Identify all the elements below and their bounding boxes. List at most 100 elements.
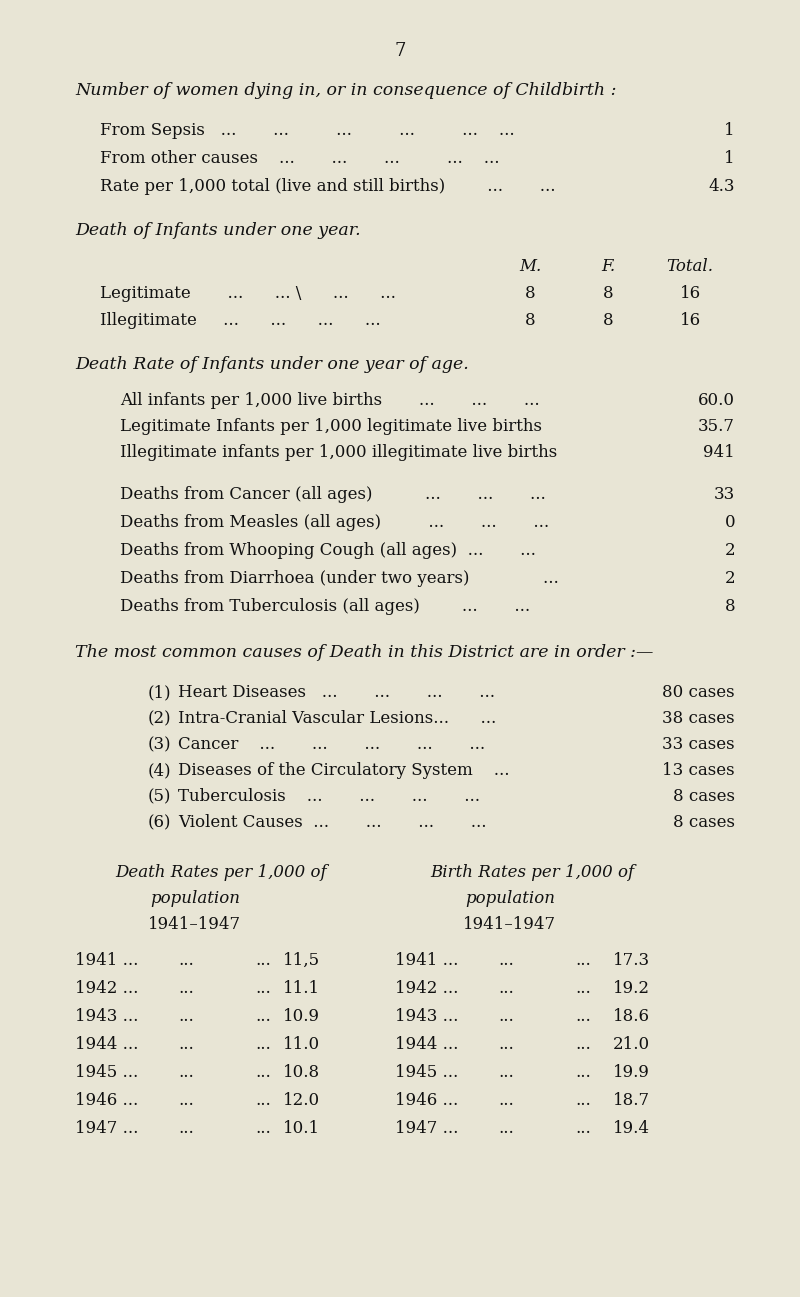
Text: ...: ... bbox=[255, 1036, 270, 1053]
Text: ...: ... bbox=[498, 1092, 514, 1109]
Text: 21.0: 21.0 bbox=[613, 1036, 650, 1053]
Text: (1): (1) bbox=[148, 684, 172, 700]
Text: ...: ... bbox=[255, 1008, 270, 1025]
Text: Cancer    ...       ...       ...       ...       ...: Cancer ... ... ... ... ... bbox=[178, 735, 485, 754]
Text: 38 cases: 38 cases bbox=[662, 709, 735, 728]
Text: Heart Diseases   ...       ...       ...       ...: Heart Diseases ... ... ... ... bbox=[178, 684, 495, 700]
Text: ...: ... bbox=[575, 1036, 590, 1053]
Text: ...: ... bbox=[255, 1121, 270, 1137]
Text: population: population bbox=[465, 890, 555, 907]
Text: 8: 8 bbox=[724, 598, 735, 615]
Text: ...: ... bbox=[498, 1008, 514, 1025]
Text: (3): (3) bbox=[148, 735, 172, 754]
Text: 1941 ...: 1941 ... bbox=[395, 952, 458, 969]
Text: Intra-Cranial Vascular Lesions...      ...: Intra-Cranial Vascular Lesions... ... bbox=[178, 709, 496, 728]
Text: (4): (4) bbox=[148, 763, 172, 779]
Text: 17.3: 17.3 bbox=[613, 952, 650, 969]
Text: F.: F. bbox=[601, 258, 615, 275]
Text: ...: ... bbox=[178, 1092, 194, 1109]
Text: 19.2: 19.2 bbox=[613, 981, 650, 997]
Text: 1: 1 bbox=[724, 122, 735, 139]
Text: 19.4: 19.4 bbox=[613, 1121, 650, 1137]
Text: Violent Causes  ...       ...       ...       ...: Violent Causes ... ... ... ... bbox=[178, 815, 486, 831]
Text: ...: ... bbox=[255, 952, 270, 969]
Text: Number of women dying in, or in consequence of Childbirth :: Number of women dying in, or in conseque… bbox=[75, 82, 617, 99]
Text: ...: ... bbox=[178, 952, 194, 969]
Text: 8: 8 bbox=[525, 313, 535, 329]
Text: ...: ... bbox=[575, 1064, 590, 1080]
Text: Deaths from Diarrhoea (under two years)              ...: Deaths from Diarrhoea (under two years) … bbox=[120, 569, 558, 588]
Text: Birth Rates per 1,000 of: Birth Rates per 1,000 of bbox=[430, 864, 634, 881]
Text: 941: 941 bbox=[703, 444, 735, 460]
Text: Diseases of the Circulatory System    ...: Diseases of the Circulatory System ... bbox=[178, 763, 510, 779]
Text: 19.9: 19.9 bbox=[613, 1064, 650, 1080]
Text: 1946 ...: 1946 ... bbox=[75, 1092, 138, 1109]
Text: 1943 ...: 1943 ... bbox=[75, 1008, 138, 1025]
Text: The most common causes of Death in this District are in order :—: The most common causes of Death in this … bbox=[75, 645, 654, 661]
Text: 1946 ...: 1946 ... bbox=[395, 1092, 458, 1109]
Text: (2): (2) bbox=[148, 709, 172, 728]
Text: 11.1: 11.1 bbox=[283, 981, 320, 997]
Text: 1945 ...: 1945 ... bbox=[395, 1064, 458, 1080]
Text: Death of Infants under one year.: Death of Infants under one year. bbox=[75, 222, 361, 239]
Text: Rate per 1,000 total (live and still births)        ...       ...: Rate per 1,000 total (live and still bir… bbox=[100, 178, 555, 195]
Text: 1942 ...: 1942 ... bbox=[75, 981, 138, 997]
Text: 1947 ...: 1947 ... bbox=[75, 1121, 138, 1137]
Text: 60.0: 60.0 bbox=[698, 392, 735, 409]
Text: ...: ... bbox=[575, 952, 590, 969]
Text: 8: 8 bbox=[602, 313, 614, 329]
Text: 2: 2 bbox=[724, 542, 735, 559]
Text: Deaths from Measles (all ages)         ...       ...       ...: Deaths from Measles (all ages) ... ... .… bbox=[120, 514, 549, 530]
Text: (5): (5) bbox=[148, 789, 171, 805]
Text: 1947 ...: 1947 ... bbox=[395, 1121, 458, 1137]
Text: 10.8: 10.8 bbox=[283, 1064, 320, 1080]
Text: ...: ... bbox=[178, 1121, 194, 1137]
Text: M.: M. bbox=[519, 258, 541, 275]
Text: Legitimate       ...      ... \      ...      ...: Legitimate ... ... \ ... ... bbox=[100, 285, 396, 302]
Text: 16: 16 bbox=[679, 285, 701, 302]
Text: ...: ... bbox=[498, 952, 514, 969]
Text: 33: 33 bbox=[714, 486, 735, 503]
Text: Deaths from Tuberculosis (all ages)        ...       ...: Deaths from Tuberculosis (all ages) ... … bbox=[120, 598, 530, 615]
Text: 80 cases: 80 cases bbox=[662, 684, 735, 700]
Text: 1941 ...: 1941 ... bbox=[75, 952, 138, 969]
Text: 16: 16 bbox=[679, 313, 701, 329]
Text: 10.9: 10.9 bbox=[283, 1008, 320, 1025]
Text: From other causes    ...       ...       ...         ...    ...: From other causes ... ... ... ... ... bbox=[100, 150, 499, 167]
Text: 33 cases: 33 cases bbox=[662, 735, 735, 754]
Text: 1943 ...: 1943 ... bbox=[395, 1008, 458, 1025]
Text: Deaths from Whooping Cough (all ages)  ...       ...: Deaths from Whooping Cough (all ages) ..… bbox=[120, 542, 536, 559]
Text: ...: ... bbox=[178, 981, 194, 997]
Text: 8: 8 bbox=[602, 285, 614, 302]
Text: 18.7: 18.7 bbox=[613, 1092, 650, 1109]
Text: ...: ... bbox=[498, 1064, 514, 1080]
Text: Tuberculosis    ...       ...       ...       ...: Tuberculosis ... ... ... ... bbox=[178, 789, 480, 805]
Text: ...: ... bbox=[575, 981, 590, 997]
Text: 11.0: 11.0 bbox=[283, 1036, 320, 1053]
Text: ...: ... bbox=[498, 981, 514, 997]
Text: ...: ... bbox=[575, 1121, 590, 1137]
Text: 8: 8 bbox=[525, 285, 535, 302]
Text: ...: ... bbox=[178, 1036, 194, 1053]
Text: Death Rate of Infants under one year of age.: Death Rate of Infants under one year of … bbox=[75, 355, 469, 374]
Text: 1941–1947: 1941–1947 bbox=[463, 916, 556, 933]
Text: All infants per 1,000 live births       ...       ...       ...: All infants per 1,000 live births ... ..… bbox=[120, 392, 540, 409]
Text: ...: ... bbox=[498, 1036, 514, 1053]
Text: ...: ... bbox=[575, 1008, 590, 1025]
Text: 35.7: 35.7 bbox=[698, 418, 735, 434]
Text: ...: ... bbox=[178, 1008, 194, 1025]
Text: 10.1: 10.1 bbox=[283, 1121, 320, 1137]
Text: 1945 ...: 1945 ... bbox=[75, 1064, 138, 1080]
Text: 11,5: 11,5 bbox=[283, 952, 320, 969]
Text: 1944 ...: 1944 ... bbox=[395, 1036, 458, 1053]
Text: 1: 1 bbox=[724, 150, 735, 167]
Text: ...: ... bbox=[255, 1092, 270, 1109]
Text: Legitimate Infants per 1,000 legitimate live births: Legitimate Infants per 1,000 legitimate … bbox=[120, 418, 542, 434]
Text: From Sepsis   ...       ...         ...         ...         ...    ...: From Sepsis ... ... ... ... ... ... bbox=[100, 122, 514, 139]
Text: ...: ... bbox=[498, 1121, 514, 1137]
Text: 2: 2 bbox=[724, 569, 735, 588]
Text: 12.0: 12.0 bbox=[283, 1092, 320, 1109]
Text: ...: ... bbox=[255, 1064, 270, 1080]
Text: 0: 0 bbox=[724, 514, 735, 530]
Text: 13 cases: 13 cases bbox=[662, 763, 735, 779]
